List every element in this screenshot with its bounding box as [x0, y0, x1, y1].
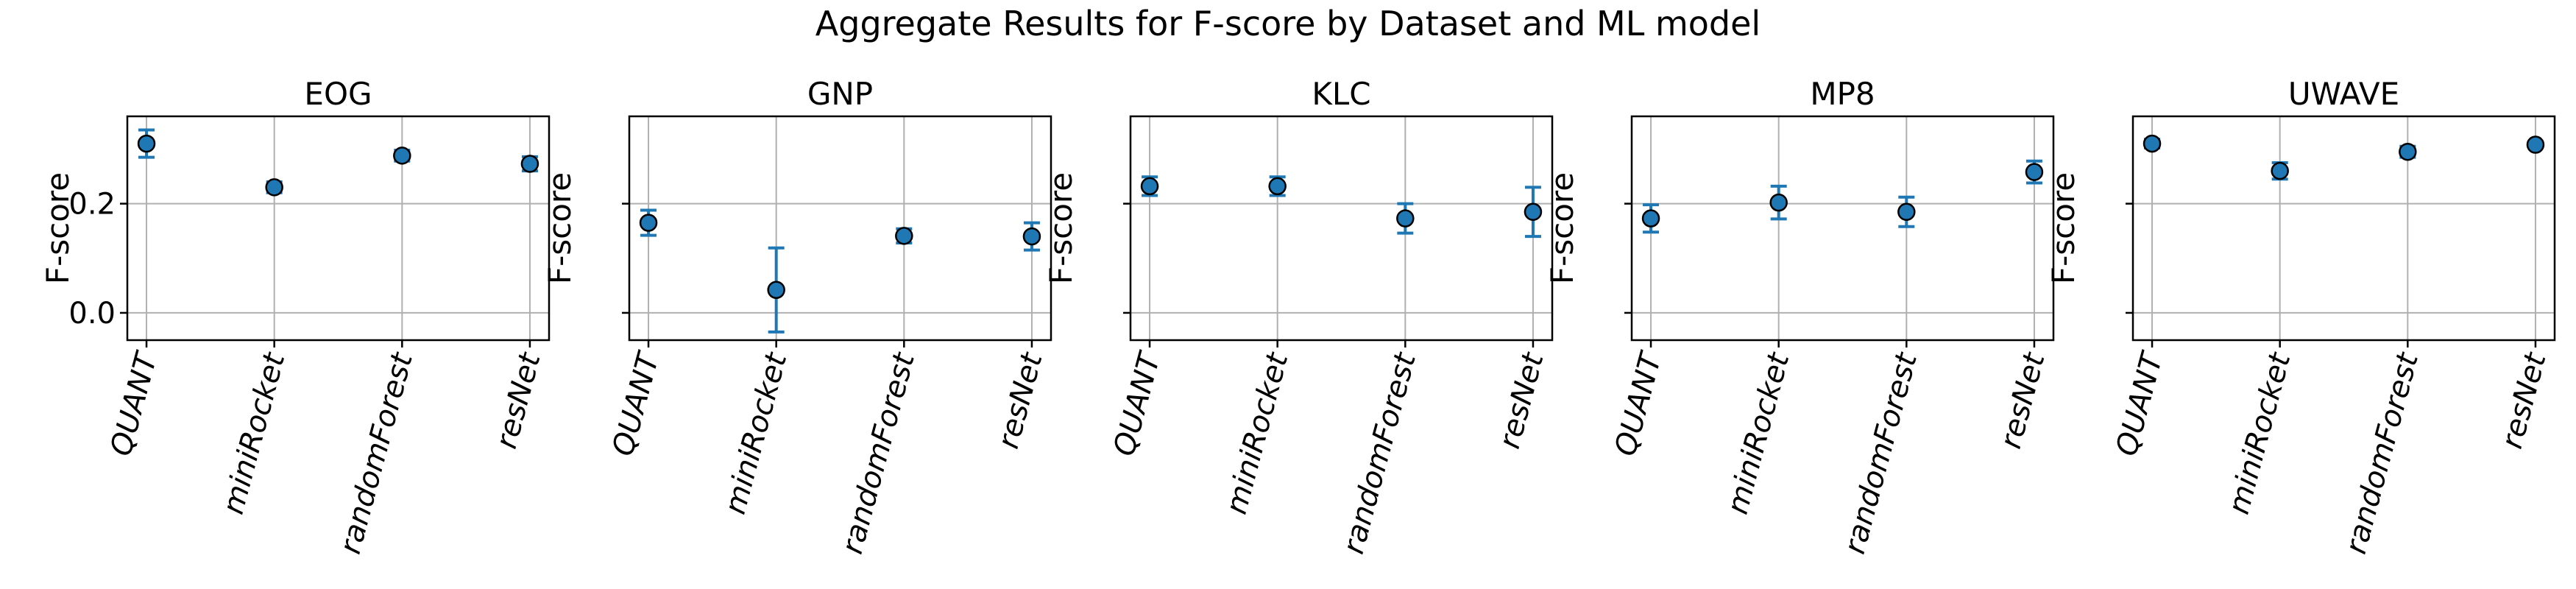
x-tick-label: QUANT: [1107, 347, 1167, 459]
x-tick-label: QUANT: [2109, 347, 2170, 459]
data-point: [895, 227, 913, 245]
x-tick-label: randomForest: [333, 348, 420, 557]
x-tick-label: resNet: [2495, 348, 2553, 452]
x-tick-label: miniRocket: [718, 348, 794, 518]
axes-frame: [126, 115, 551, 342]
x-tick-label: QUANT: [606, 347, 666, 459]
data-point: [1769, 193, 1788, 212]
panels: EOG F-score 0.0 0.2 QUANT miniRocket randomFor…: [40, 76, 2556, 557]
data-point: [1524, 202, 1543, 222]
axes-frame: [1129, 115, 1554, 342]
x-tick-label: randomForest: [1337, 348, 1423, 557]
x-tick-label: randomForest: [2339, 348, 2425, 557]
x-tick-label: resNet: [991, 348, 1050, 452]
figure-title: Aggregate Results for F-score by Dataset…: [815, 4, 1761, 43]
data-point: [1396, 209, 1415, 228]
data-point: [393, 147, 411, 165]
data-point: [2142, 134, 2162, 153]
panel-gnp: GNP F-score QUANT miniRocket randomForest res…: [542, 76, 1052, 557]
panel-klc: KLC F-score QUANT miniRocket randomForest res…: [1043, 76, 1554, 557]
panel-uwave: UWAVE F-score QUANT miniRocket randomForest r…: [2045, 76, 2556, 557]
data-point: [2399, 142, 2417, 161]
x-tick-label: resNet: [1493, 348, 1551, 452]
y-axis-label: F-score: [2045, 172, 2081, 284]
axes-frame: [2131, 115, 2556, 342]
data-point: [2025, 163, 2044, 181]
data-point: [520, 155, 539, 173]
axes-frame: [1630, 115, 2055, 342]
y-tick-label: 0.2: [68, 188, 116, 222]
panel-title: EOG: [304, 76, 372, 112]
data-point: [639, 214, 658, 232]
axes-frame: [628, 115, 1052, 342]
x-tick-label: randomForest: [835, 348, 921, 557]
panel-title: UWAVE: [2288, 76, 2399, 112]
data-point: [2271, 161, 2289, 180]
y-tick-label: 0.0: [68, 297, 116, 331]
x-tick-label: QUANT: [104, 347, 164, 459]
x-tick-label: miniRocket: [1721, 348, 1797, 518]
data-point: [1022, 227, 1041, 246]
data-point: [1268, 177, 1287, 196]
data-point: [767, 281, 785, 300]
data-point: [2526, 135, 2545, 154]
data-point: [1897, 202, 1916, 222]
x-tick-label: miniRocket: [1220, 348, 1295, 518]
x-tick-label: miniRocket: [216, 348, 292, 518]
panel-title: GNP: [807, 76, 873, 112]
data-point: [137, 134, 156, 153]
data-point: [1140, 177, 1159, 196]
y-axis-label: F-score: [1544, 172, 1580, 284]
data-point: [1641, 209, 1660, 228]
x-tick-label: QUANT: [1608, 347, 1669, 459]
panel-eog: EOG F-score 0.0 0.2 QUANT miniRocket randomFor…: [40, 76, 551, 557]
panel-mp8: MP8 F-score QUANT miniRocket randomForest res…: [1544, 76, 2055, 557]
panel-title: MP8: [1810, 76, 1875, 112]
x-tick-label: resNet: [1994, 348, 2052, 452]
x-tick-label: randomForest: [1838, 348, 1924, 557]
x-tick-label: miniRocket: [2222, 348, 2298, 518]
x-tick-label: resNet: [489, 348, 548, 452]
y-axis-label: F-score: [40, 172, 76, 284]
data-point: [265, 178, 283, 197]
panel-title: KLC: [1312, 76, 1370, 112]
y-axis-label: F-score: [542, 172, 578, 284]
y-axis-label: F-score: [1043, 172, 1079, 284]
